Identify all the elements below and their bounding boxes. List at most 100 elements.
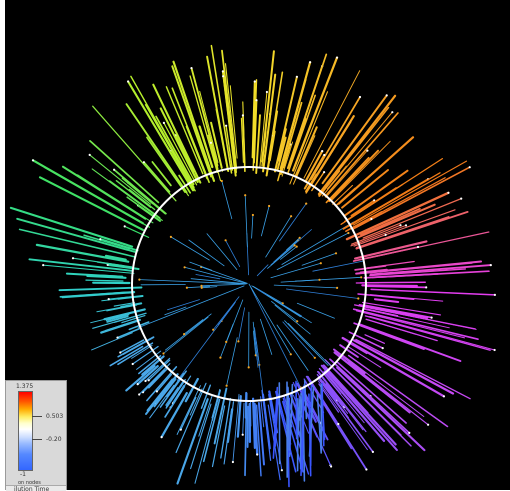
tree-node[interactable] xyxy=(184,266,186,268)
leaf-node[interactable] xyxy=(266,91,268,93)
tree-node[interactable] xyxy=(268,205,270,207)
tree-node[interactable] xyxy=(183,333,185,335)
tree-node[interactable] xyxy=(318,279,320,281)
leaf-node[interactable] xyxy=(323,171,325,173)
tree-node[interactable] xyxy=(221,180,223,182)
leaf-node[interactable] xyxy=(89,154,91,156)
leaf-node[interactable] xyxy=(144,380,146,382)
leaf-node[interactable] xyxy=(113,169,115,171)
radial-tree-visualization[interactable] xyxy=(5,0,510,490)
leaf-node[interactable] xyxy=(210,142,212,144)
tree-node[interactable] xyxy=(357,297,359,299)
tree-node[interactable] xyxy=(244,194,246,196)
leaf-node[interactable] xyxy=(372,451,374,453)
tree-node[interactable] xyxy=(162,352,164,354)
leaf-node[interactable] xyxy=(408,432,410,434)
leaf-node[interactable] xyxy=(127,80,129,82)
leaf-node[interactable] xyxy=(222,75,224,77)
leaf-node[interactable] xyxy=(337,423,339,425)
leaf-node[interactable] xyxy=(425,286,427,288)
leaf-node[interactable] xyxy=(370,218,372,220)
leaf-node[interactable] xyxy=(281,469,283,471)
leaf-node[interactable] xyxy=(222,70,224,72)
tree-node[interactable] xyxy=(347,232,349,234)
leaf-node[interactable] xyxy=(336,57,338,59)
tree-node[interactable] xyxy=(296,320,298,322)
tree-node[interactable] xyxy=(252,214,254,216)
tree-node[interactable] xyxy=(314,357,316,359)
tree-node[interactable] xyxy=(296,246,298,248)
tree-node[interactable] xyxy=(320,262,322,264)
leaf-node[interactable] xyxy=(99,238,101,240)
leaf-node[interactable] xyxy=(256,453,258,455)
leaf-node[interactable] xyxy=(365,468,367,470)
leaf-node[interactable] xyxy=(190,67,192,69)
leaf-node[interactable] xyxy=(490,264,492,266)
leaf-node[interactable] xyxy=(254,80,256,82)
leaf-node[interactable] xyxy=(427,424,429,426)
tree-node[interactable] xyxy=(294,244,296,246)
tree-node[interactable] xyxy=(201,287,203,289)
tree-node[interactable] xyxy=(248,366,250,368)
leaf-node[interactable] xyxy=(143,161,145,163)
leaf-node[interactable] xyxy=(323,154,325,156)
leaf-node[interactable] xyxy=(242,434,244,436)
tree-viewport[interactable] xyxy=(5,0,510,490)
tree-node[interactable] xyxy=(225,239,227,241)
leaf-node[interactable] xyxy=(163,122,165,124)
tree-node[interactable] xyxy=(237,340,239,342)
tree-node[interactable] xyxy=(335,252,337,254)
tree-node[interactable] xyxy=(219,357,221,359)
tree-node[interactable] xyxy=(186,287,188,289)
tree-node[interactable] xyxy=(290,353,292,355)
tree-node[interactable] xyxy=(290,215,292,217)
leaf-node[interactable] xyxy=(138,393,140,395)
leaf-node[interactable] xyxy=(386,94,388,96)
leaf-node[interactable] xyxy=(431,317,433,319)
leaf-node[interactable] xyxy=(42,264,44,266)
tree-node[interactable] xyxy=(170,236,172,238)
leaf-node[interactable] xyxy=(330,465,332,467)
leaf-node[interactable] xyxy=(405,224,407,226)
leaf-node[interactable] xyxy=(366,150,368,152)
tree-node[interactable] xyxy=(225,341,227,343)
leaf-node[interactable] xyxy=(321,150,323,152)
leaf-node[interactable] xyxy=(148,379,150,381)
leaf-node[interactable] xyxy=(443,395,445,397)
leaf-node[interactable] xyxy=(399,224,401,226)
leaf-node[interactable] xyxy=(156,390,158,392)
leaf-node[interactable] xyxy=(460,198,462,200)
leaf-node[interactable] xyxy=(137,383,139,385)
leaf-node[interactable] xyxy=(296,76,298,78)
leaf-node[interactable] xyxy=(309,61,311,63)
leaf-node[interactable] xyxy=(494,294,496,296)
tree-node[interactable] xyxy=(305,203,307,205)
leaf-node[interactable] xyxy=(119,351,121,353)
leaf-node[interactable] xyxy=(385,234,387,236)
leaf-node[interactable] xyxy=(417,246,419,248)
leaf-node[interactable] xyxy=(242,114,244,116)
leaf-node[interactable] xyxy=(232,461,234,463)
tree-node[interactable] xyxy=(200,285,202,287)
leaf-node[interactable] xyxy=(255,99,257,101)
tree-node[interactable] xyxy=(226,385,228,387)
leaf-node[interactable] xyxy=(359,96,361,98)
leaf-node[interactable] xyxy=(132,363,134,365)
leaf-node[interactable] xyxy=(225,125,227,127)
leaf-node[interactable] xyxy=(382,347,384,349)
leaf-node[interactable] xyxy=(391,111,393,113)
leaf-node[interactable] xyxy=(447,192,449,194)
leaf-node[interactable] xyxy=(494,349,496,351)
tree-node[interactable] xyxy=(336,287,338,289)
tree-node[interactable] xyxy=(360,276,362,278)
tree-node[interactable] xyxy=(138,279,140,281)
leaf-node[interactable] xyxy=(161,436,163,438)
legend-tab[interactable]: ilution Time xyxy=(6,485,66,491)
tree-node[interactable] xyxy=(299,237,301,239)
leaf-node[interactable] xyxy=(469,166,471,168)
leaf-node[interactable] xyxy=(124,225,126,227)
leaf-node[interactable] xyxy=(32,159,34,161)
leaf-node[interactable] xyxy=(108,298,110,300)
leaf-node[interactable] xyxy=(72,257,74,259)
color-legend[interactable]: 1.375 0.503 -0.20 -1 on nodes ilution Ti… xyxy=(5,380,67,490)
